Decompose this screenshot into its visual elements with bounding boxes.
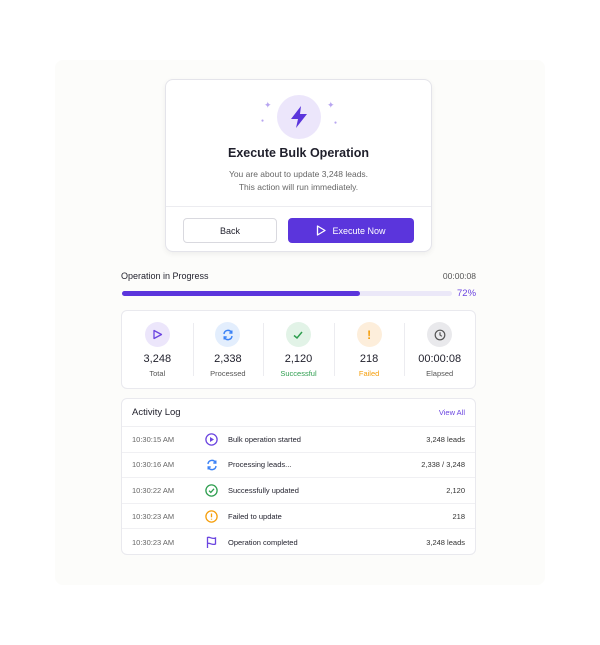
log-time: 10:30:23 AM [132, 511, 175, 521]
back-button[interactable]: Back [183, 218, 277, 243]
sparkle-icon: ✦ [264, 100, 272, 110]
dialog-description: You are about to update 3,248 leads. Thi… [166, 168, 431, 193]
log-message: Bulk operation started [228, 434, 301, 444]
stat-label: Total [149, 369, 166, 378]
clock-icon [427, 322, 453, 347]
log-value: 2,338 / 3,248 [421, 460, 465, 470]
view-all-link[interactable]: View All [438, 408, 465, 417]
description-line: This action will run immediately. [238, 181, 359, 192]
stat-value: 00:00:08 [418, 353, 462, 365]
lightning-icon [277, 95, 321, 139]
execute-label: Execute Now [332, 225, 386, 236]
refresh-icon [195, 459, 228, 471]
execute-now-button[interactable]: Execute Now [288, 218, 414, 243]
progress-elapsed: 00:00:08 [442, 271, 476, 281]
log-value: 2,120 [446, 485, 465, 495]
stat-value: 2,338 [214, 353, 242, 365]
dialog-title: Execute Bulk Operation [227, 146, 369, 160]
progress-fill [122, 291, 360, 296]
log-message: Failed to update [228, 511, 282, 521]
stat-elapsed: 00:00:08 Elapsed [404, 311, 475, 388]
refresh-icon [215, 322, 241, 347]
back-label: Back [219, 225, 240, 236]
sparkle-icon: ● [261, 118, 265, 124]
stat-value: 218 [359, 353, 379, 365]
stat-label: Processed [210, 369, 246, 378]
log-row: 10:30:23 AM Operation completed 3,248 le… [122, 529, 475, 555]
stat-label: Failed [358, 369, 380, 378]
check-icon [285, 322, 311, 347]
log-row: 10:30:22 AM Successfully updated 2,120 [122, 478, 475, 504]
log-time: 10:30:16 AM [132, 460, 175, 470]
log-value: 3,248 leads [426, 434, 465, 444]
check-circle-icon [195, 484, 228, 497]
activity-log: Activity Log View All 10:30:15 AM Bulk o… [121, 398, 476, 555]
stat-label: Elapsed [426, 369, 454, 378]
play-circle-icon [195, 433, 228, 446]
log-time: 10:30:23 AM [132, 537, 175, 547]
exclamation-icon: ! [356, 322, 382, 347]
flag-icon [195, 536, 228, 549]
log-row: 10:30:16 AM Processing leads... 2,338 / … [122, 453, 475, 479]
stat-value: 3,248 [143, 353, 172, 365]
log-message: Operation completed [228, 537, 298, 547]
stat-label: Successful [280, 369, 317, 378]
play-icon [144, 322, 170, 347]
play-icon [317, 225, 327, 236]
sparkle-icon: ● [334, 120, 338, 126]
stat-total: 3,248 Total [122, 311, 193, 388]
stat-successful: 2,120 Successful [263, 311, 334, 388]
log-value: 218 [452, 511, 465, 521]
stats-card: 3,248 Total 2,338 Processed 2,120 Succes… [121, 310, 476, 389]
stat-value: 2,120 [284, 353, 313, 365]
log-time: 10:30:22 AM [132, 485, 175, 495]
progress-title: Operation in Progress [121, 271, 209, 281]
log-row: 10:30:15 AM Bulk operation started 3,248… [122, 427, 475, 453]
stat-processed: 2,338 Processed [192, 311, 264, 388]
sparkle-icon: ✦ [327, 100, 335, 110]
confirm-dialog: ✦ ✦ ● ● Execute Bulk Operation You are a… [165, 79, 432, 252]
log-value: 3,248 leads [426, 537, 465, 547]
progress-percent: 72% [457, 288, 477, 299]
progress-bar [122, 291, 452, 296]
activity-log-title: Activity Log [132, 407, 181, 418]
divider [166, 206, 431, 207]
log-message: Processing leads... [228, 460, 292, 470]
log-time: 10:30:15 AM [132, 434, 175, 444]
alert-circle-icon [195, 509, 228, 523]
description-line: You are about to update 3,248 leads. [228, 169, 369, 179]
log-row: 10:30:23 AM Failed to update 218 [122, 504, 475, 530]
log-message: Successfully updated [228, 485, 299, 495]
activity-log-header: Activity Log View All [122, 399, 475, 427]
stat-failed: ! 218 Failed [333, 311, 405, 388]
